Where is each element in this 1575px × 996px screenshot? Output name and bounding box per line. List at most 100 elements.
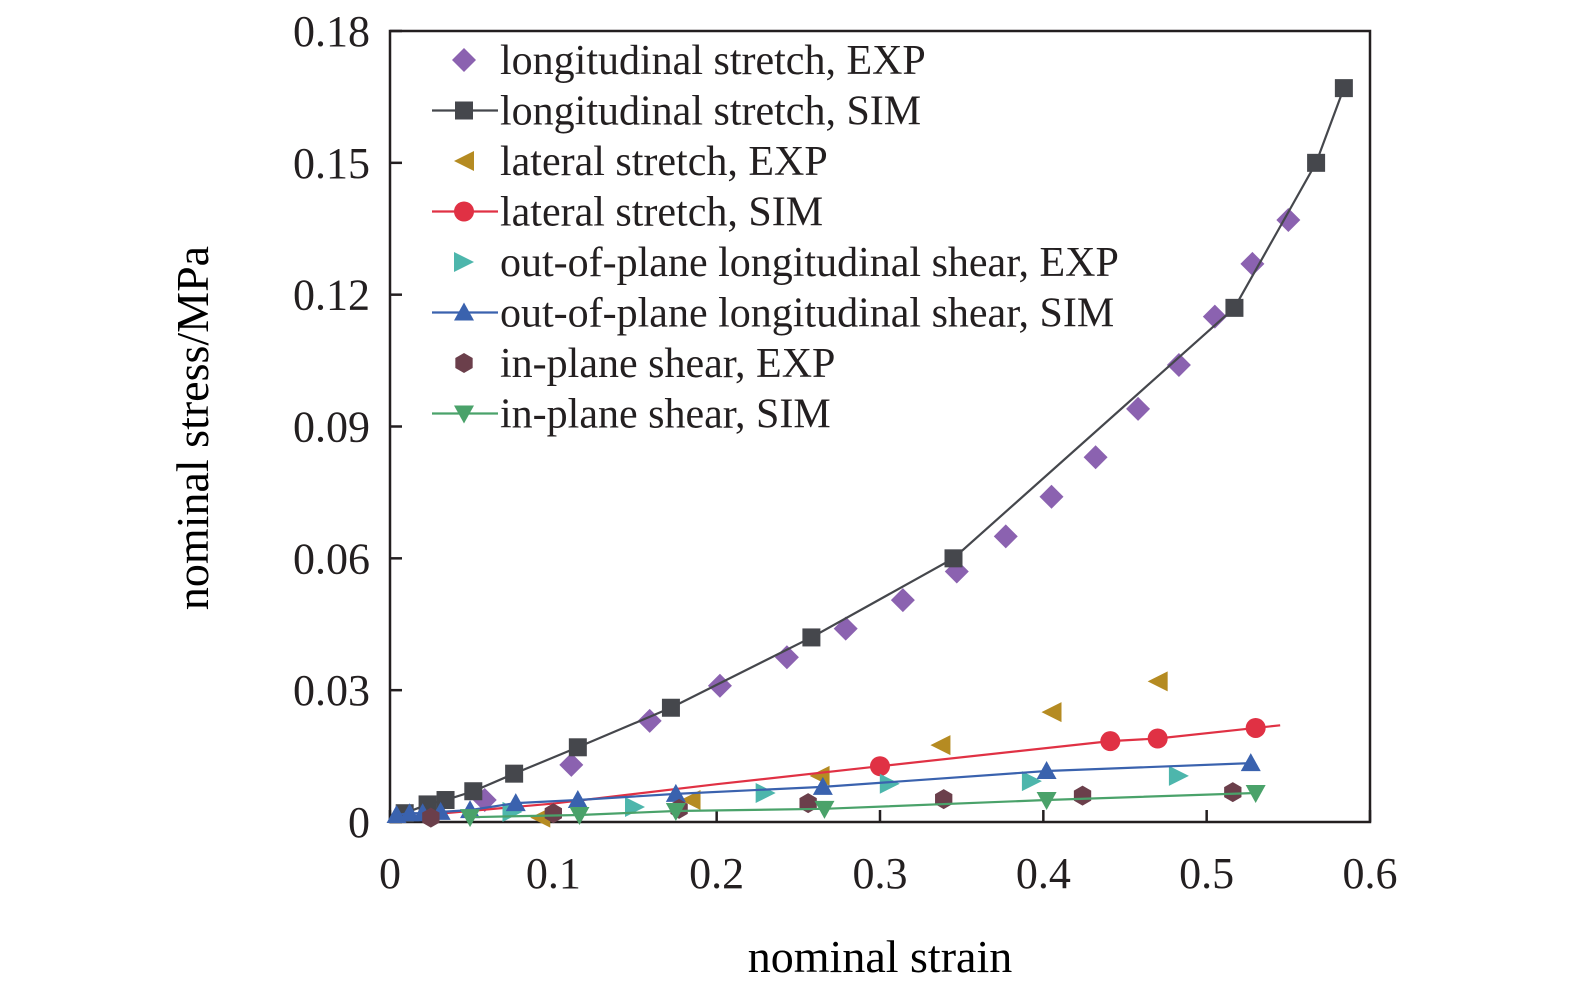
legend-entry: in-plane shear, EXP <box>455 341 835 387</box>
data-point <box>833 616 858 641</box>
data-point <box>1276 207 1301 232</box>
y-tick-label: 0.09 <box>293 403 370 452</box>
legend-marker <box>454 252 474 272</box>
x-tick-label: 0.4 <box>1016 849 1071 898</box>
legend-label: in-plane shear, SIM <box>500 392 831 438</box>
legend-marker <box>454 405 474 424</box>
y-tick-label: 0.15 <box>293 139 370 188</box>
series-0 <box>472 207 1301 813</box>
x-tick-label: 0.1 <box>526 849 581 898</box>
data-point <box>1224 782 1242 803</box>
data-point <box>944 549 963 568</box>
legend-marker <box>454 151 474 171</box>
series-4 <box>502 765 1189 822</box>
x-tick-label: 0.2 <box>689 849 744 898</box>
data-point <box>1039 484 1064 509</box>
data-point <box>1240 753 1261 772</box>
data-point <box>1036 761 1057 780</box>
data-point <box>680 790 701 811</box>
data-point <box>774 645 799 670</box>
series-1 <box>395 79 1353 823</box>
data-point <box>870 756 890 777</box>
series-5 <box>386 753 1261 823</box>
data-point <box>935 789 953 810</box>
data-point <box>879 773 900 794</box>
x-axis-label: nominal strain <box>748 931 1012 982</box>
x-tick-label: 0.5 <box>1179 849 1234 898</box>
data-point <box>1100 731 1121 752</box>
y-tick-label: 0.12 <box>293 271 370 320</box>
data-point <box>1021 771 1042 792</box>
plot-area: 0 0.1 0.2 0.3 0.4 0.5 0.6 0 0.03 0.06 0.09 0.12 0.15… <box>293 7 1398 898</box>
legend-entry: longitudinal stretch, EXP <box>452 38 926 84</box>
legend-entry: out-of-plane longitudinal shear, EXP <box>454 240 1119 286</box>
legend-marker <box>455 101 473 120</box>
y-tick-label: 0.06 <box>293 534 370 583</box>
data-point <box>665 783 686 802</box>
data-point <box>568 738 587 757</box>
data-point <box>930 735 951 756</box>
y-axis-label: nominal stress/MPa <box>167 246 218 610</box>
data-point <box>1245 717 1266 738</box>
data-point <box>1168 765 1189 786</box>
data-point <box>812 776 833 795</box>
x-tick-label: 0.6 <box>1343 849 1398 898</box>
data-point <box>1240 251 1265 276</box>
data-point <box>1202 304 1227 329</box>
x-tick-label: 0 <box>379 849 401 898</box>
legend-label: longitudinal stretch, EXP <box>500 38 926 84</box>
y-tick-label: 0.03 <box>293 666 370 715</box>
data-point <box>422 807 440 828</box>
data-point <box>1147 728 1168 749</box>
legend-marker <box>454 302 474 321</box>
data-point <box>464 782 483 801</box>
data-point <box>505 764 524 783</box>
data-point <box>1073 785 1092 806</box>
legend-entry: longitudinal stretch, SIM <box>432 89 921 135</box>
data-point <box>1334 79 1353 98</box>
y-tick-label: 0 <box>348 798 370 847</box>
legend-label: lateral stretch, SIM <box>500 190 823 236</box>
series-7 <box>460 784 1266 828</box>
legend-label: lateral stretch, EXP <box>500 139 828 185</box>
series-line <box>470 791 1256 819</box>
x-tick-label: 0.3 <box>853 849 908 898</box>
data-point <box>1036 792 1057 811</box>
data-point <box>460 809 481 828</box>
data-point <box>569 806 590 825</box>
data-point <box>890 588 915 613</box>
data-point <box>1307 153 1326 172</box>
legend-entry: lateral stretch, SIM <box>432 190 823 236</box>
legend-marker <box>452 48 476 72</box>
legend-marker <box>454 201 474 222</box>
legend-label: longitudinal stretch, SIM <box>500 89 921 135</box>
data-point <box>1083 445 1108 470</box>
data-point <box>802 628 821 647</box>
data-point <box>755 782 776 803</box>
legend-entry: out-of-plane longitudinal shear, SIM <box>432 291 1114 337</box>
data-point <box>1041 702 1062 723</box>
data-point <box>505 793 526 812</box>
y-tick-label: 0.18 <box>293 7 370 56</box>
data-point <box>814 800 835 819</box>
legend-marker <box>455 353 473 373</box>
data-point <box>559 752 584 777</box>
data-point <box>661 698 680 717</box>
data-point <box>544 803 562 824</box>
data-point <box>1147 671 1168 692</box>
data-point <box>567 790 588 809</box>
data-point <box>399 803 420 822</box>
data-point <box>1126 396 1151 421</box>
data-point <box>1225 298 1244 317</box>
legend-entry: lateral stretch, EXP <box>454 139 828 185</box>
legend-label: out-of-plane longitudinal shear, SIM <box>500 291 1114 337</box>
data-point <box>665 803 686 822</box>
legend-entry: in-plane shear, SIM <box>432 392 831 438</box>
legend-label: in-plane shear, EXP <box>500 341 835 387</box>
data-point <box>707 673 732 698</box>
data-point <box>1245 784 1266 803</box>
data-point <box>993 524 1018 549</box>
series-line <box>394 724 1281 819</box>
data-point <box>1166 352 1191 377</box>
